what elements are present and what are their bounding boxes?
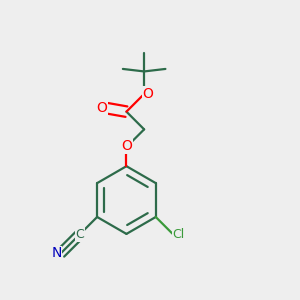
Text: N: N — [51, 246, 62, 260]
Text: O: O — [121, 139, 132, 153]
Text: O: O — [96, 101, 107, 115]
Text: O: O — [142, 87, 153, 101]
Text: C: C — [75, 228, 84, 241]
Text: Cl: Cl — [172, 228, 185, 241]
